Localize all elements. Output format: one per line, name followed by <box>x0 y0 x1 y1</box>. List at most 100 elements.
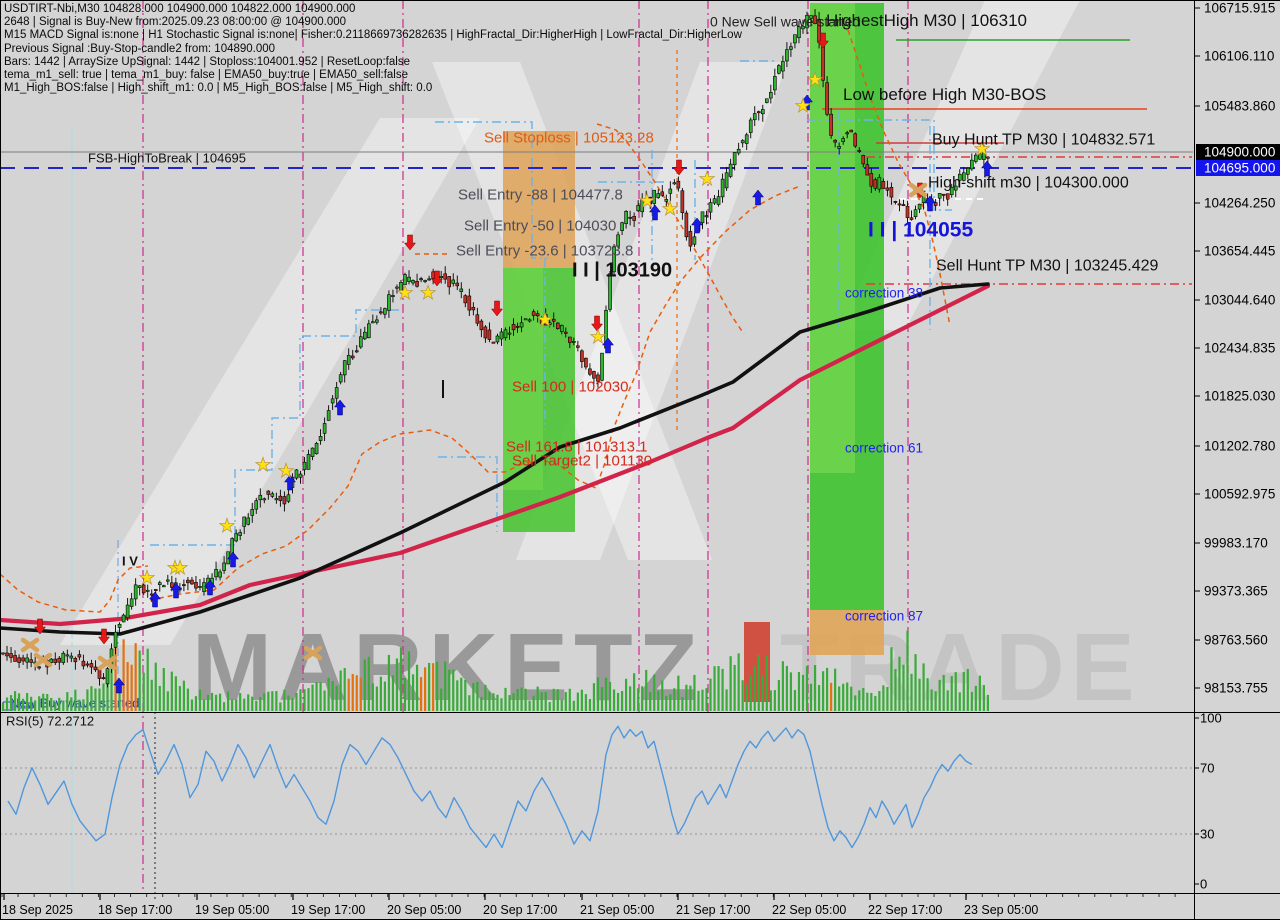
sell-arrow-icon <box>33 618 47 635</box>
donchian-step <box>438 456 498 532</box>
x-mark-icon <box>303 645 323 661</box>
time-tick-label: 23 Sep 05:00 <box>964 903 1038 917</box>
rsi-tick-label: 0 <box>1200 877 1207 892</box>
sell-arrow-icon <box>403 234 417 251</box>
info-line-symbol-ohlc: USDTIRT-Nbi,M30 104828.000 104900.000 10… <box>4 3 356 15</box>
sell-arrow-icon <box>97 628 111 645</box>
time-tick-label: 21 Sep 05:00 <box>580 903 654 917</box>
annotation-correction-61-label: correction 61 <box>845 441 923 456</box>
time-tick-label: 18 Sep 17:00 <box>98 903 172 917</box>
annotation-fsb-high-to-break-label: FSB-HighToBreak | 104695 <box>88 151 246 166</box>
time-tick-label: 22 Sep 05:00 <box>772 903 846 917</box>
annotation-sell-100-label: Sell 100 | 102030 <box>512 378 629 395</box>
time-tick-label: 18 Sep 2025 <box>2 903 73 917</box>
star-icon: ★ <box>536 310 553 331</box>
signal-markers[interactable]: ★ ★★★★ ★★ ★★★★ ★★★★★ <box>20 32 994 694</box>
level-price-tag-label: 104695.000 <box>1204 161 1275 176</box>
price-tick-label: 103654.445 <box>1204 244 1275 259</box>
price-tick-label: 105483.860 <box>1204 99 1275 114</box>
price-tick-label: 98153.755 <box>1204 681 1268 696</box>
bid-price-tag-label: 104900.000 <box>1204 145 1275 160</box>
star-icon: ★ <box>171 558 188 579</box>
annotation-sell-target2-label: Sell Target2 | 101130 <box>512 452 652 469</box>
buy-arrow-icon <box>690 217 704 234</box>
info-line-tema: tema_m1_sell: true | tema_m1_buy: false … <box>4 69 408 82</box>
ma-crimson <box>0 283 991 627</box>
price-tick-label: 106715.915 <box>1204 1 1275 16</box>
price-scale[interactable]: 106715.915 106106.110 105483.860 104264.250… <box>1194 1 1280 892</box>
buy-arrow-icon <box>923 195 937 212</box>
price-tick-label: 102434.835 <box>1204 341 1275 356</box>
annotation-new-sell-wave-label: 0 New Sell wave started <box>710 13 860 29</box>
star-icon: ★ <box>396 283 413 304</box>
time-tick-label: 20 Sep 17:00 <box>483 903 557 917</box>
buy-arrow-icon <box>648 204 662 221</box>
annotation-correction-38-label: correction 38 <box>845 286 923 301</box>
level-price-tag <box>1196 160 1280 176</box>
star-icon: ★ <box>661 199 678 220</box>
annotation-high-shift-label: High-shift m30 | 104300.000 <box>928 174 1129 191</box>
buy-arrow-icon <box>333 399 347 416</box>
annotation-sell-stoploss-label: Sell Stoploss | 105123.28 <box>484 129 654 146</box>
rsi-panel[interactable] <box>7 725 973 849</box>
donchian-step <box>435 121 548 259</box>
x-mark-icon <box>20 637 40 653</box>
price-tick-label: 106106.110 <box>1204 49 1274 64</box>
trailing-stop-orange <box>149 185 801 601</box>
price-tick-label: 104264.250 <box>1204 196 1275 211</box>
rsi-line <box>7 725 973 849</box>
buy-arrow-icon <box>112 677 126 694</box>
annotation-sell-hunt-tp-label: Sell Hunt TP M30 | 103245.429 <box>936 257 1158 274</box>
rsi-tick-label: 70 <box>1200 761 1214 776</box>
annotation-sell-entry-88-label: Sell Entry -88 | 104477.8 <box>458 186 623 203</box>
buy-arrow-icon <box>980 160 994 177</box>
buy-arrow-icon <box>148 591 162 608</box>
info-line-indicators: M15 MACD Signal is:none | H1 Stochastic … <box>4 29 742 42</box>
vertical-lines <box>71 0 909 900</box>
time-tick-label: 20 Sep 05:00 <box>387 903 461 917</box>
annotation-highest-high-label: HighestHigh M30 | 106310 <box>826 11 1027 30</box>
buy-arrow-icon <box>601 337 615 354</box>
trailing-stop-orange <box>847 29 951 327</box>
rsi-tick-label: 100 <box>1200 711 1222 726</box>
star-icon: ★ <box>166 558 183 579</box>
buy-arrow-icon <box>226 551 240 568</box>
x-mark-icon <box>908 182 928 198</box>
volume-histogram <box>1 630 989 711</box>
info-line-bos: M1_High_BOS:false | High_shift_m1: 0.0 |… <box>4 82 433 95</box>
annotation-sell-1618-label: Sell 161.8 | 101313.1 <box>506 438 648 455</box>
annotation-sell-entry-236-label: Sell Entry -23.6 | 103723.8 <box>456 242 633 259</box>
fib-zone-orange-mid <box>503 131 575 268</box>
star-icon: ★ <box>638 191 655 212</box>
time-scale[interactable]: 18 Sep 2025 18 Sep 17:00 19 Sep 05:00 19 Se… <box>1 894 1176 917</box>
rsi-tick-label: 30 <box>1200 827 1214 842</box>
info-line-signal: 2648 | Signal is Buy-New from:2025.09.23… <box>4 16 347 29</box>
price-tick-label: 101825.030 <box>1204 389 1275 404</box>
star-icon: ★ <box>277 461 294 482</box>
moving-averages <box>0 282 991 636</box>
sell-arrow-icon <box>672 159 686 176</box>
time-tick-label: 22 Sep 17:00 <box>868 903 942 917</box>
buy-arrow-icon <box>751 189 765 206</box>
price-tick-label: 99373.365 <box>1204 584 1268 599</box>
annotation-count-marks-left: I V <box>122 554 138 569</box>
level-lines <box>0 39 1193 835</box>
star-icon: ★ <box>419 283 436 304</box>
correction-zones <box>503 3 884 655</box>
star-icon: ★ <box>218 516 235 537</box>
correction-zone-green-light <box>810 3 855 473</box>
info-line-bars: Bars: 1442 | ArraySize UpSignal: 1442 | … <box>4 55 410 68</box>
star-icon: ★ <box>698 169 715 190</box>
donchian-step <box>807 119 952 211</box>
price-tick-label: 99983.170 <box>1204 536 1268 551</box>
price-tick-label: 101202.780 <box>1204 439 1275 454</box>
trailing-stop-orange <box>596 123 745 335</box>
indicator-info-block: USDTIRT-Nbi,M30 104828.000 104900.000 10… <box>4 3 742 95</box>
bid-price-tag <box>1196 144 1280 160</box>
annotation-count-104055-label: I I | 104055 <box>868 218 973 241</box>
buy-arrow-icon <box>283 474 297 491</box>
star-icon: ★ <box>254 455 271 476</box>
